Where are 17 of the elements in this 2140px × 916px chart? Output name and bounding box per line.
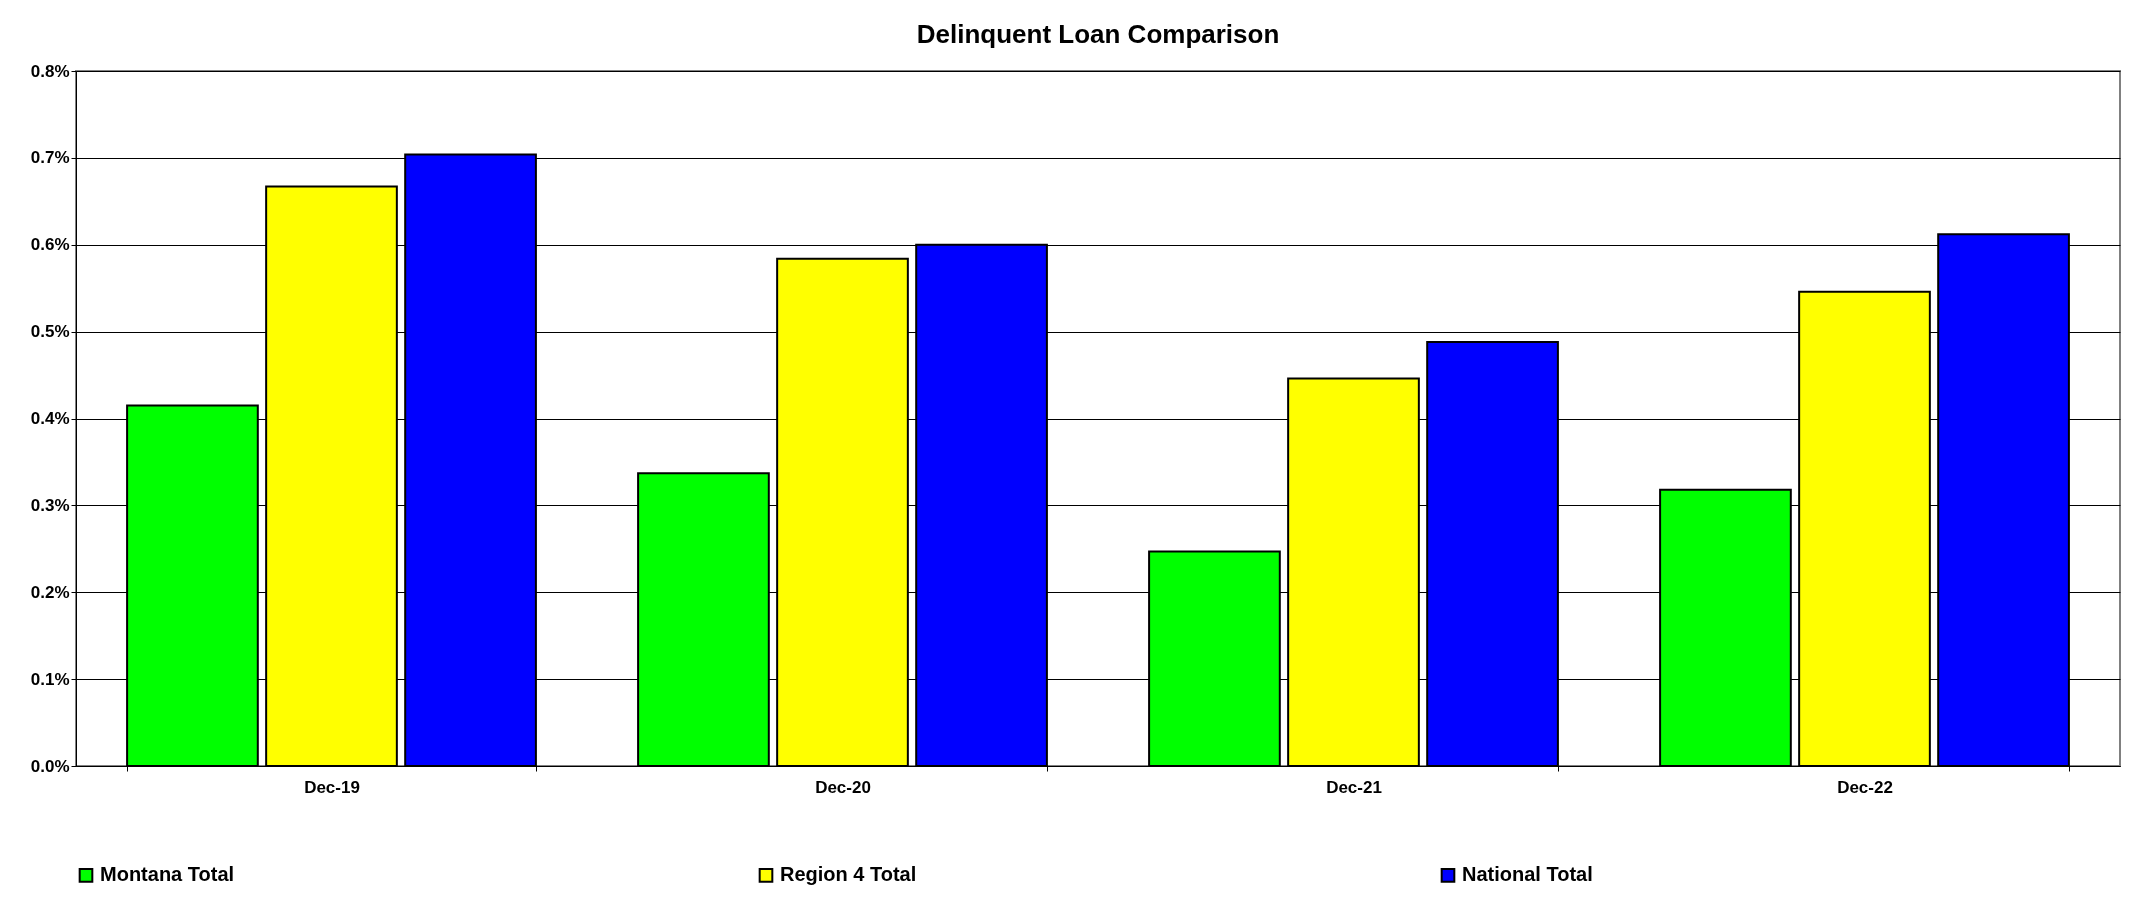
y-tick-label: 0.5% bbox=[30, 322, 70, 342]
x-tick-label: Dec-20 bbox=[815, 777, 871, 797]
legend-label: Montana Total bbox=[100, 863, 235, 886]
legend-label: Region 4 Total bbox=[780, 863, 917, 886]
chart-title: Delinquent Loan Comparison bbox=[916, 19, 1280, 49]
y-tick-label: 0.2% bbox=[30, 582, 70, 602]
y-tick-label: 0.7% bbox=[30, 148, 70, 168]
x-tick-label: Dec-22 bbox=[1837, 777, 1893, 797]
y-tick-label: 0.3% bbox=[30, 495, 70, 515]
x-tick-label: Dec-21 bbox=[1326, 777, 1382, 797]
x-tick-label: Dec-19 bbox=[304, 777, 360, 797]
y-tick-label: 0.0% bbox=[30, 756, 70, 776]
y-tick-label: 0.1% bbox=[30, 669, 70, 689]
y-tick-label: 0.8% bbox=[30, 61, 70, 81]
y-tick-label: 0.4% bbox=[30, 409, 70, 428]
y-tick-label: 0.6% bbox=[30, 235, 70, 255]
legend-label: National Total bbox=[1462, 863, 1593, 886]
